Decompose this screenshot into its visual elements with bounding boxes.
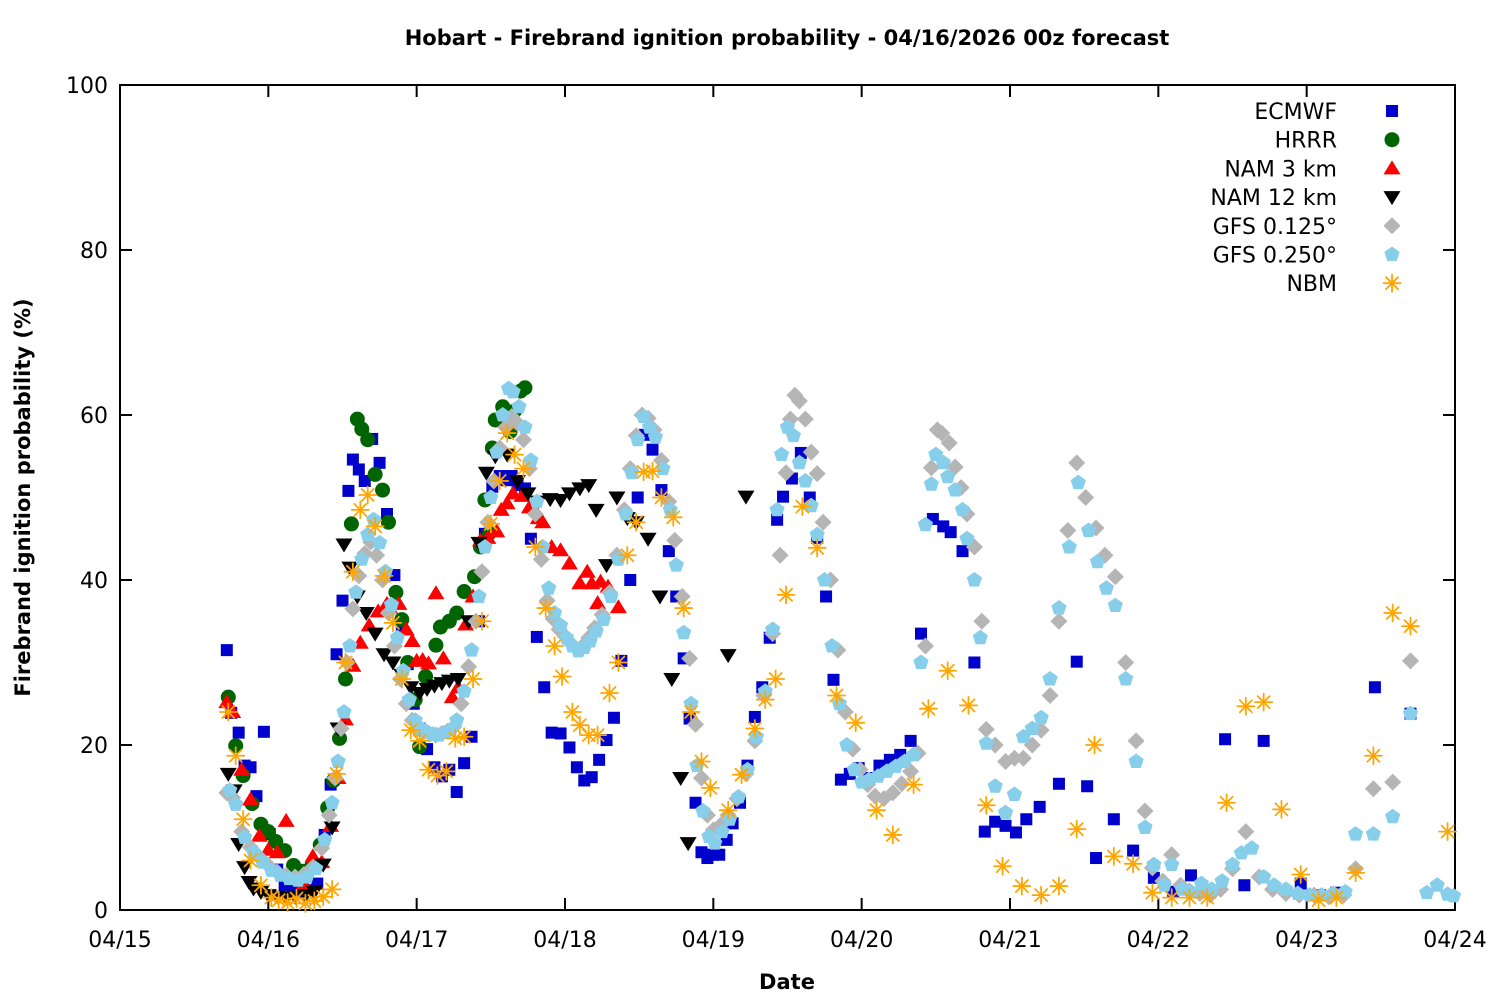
legend-label: NAM 12 km bbox=[1210, 186, 1337, 211]
x-tick-label: 04/19 bbox=[682, 928, 745, 953]
x-tick-label: 04/15 bbox=[88, 928, 151, 953]
legend-label: GFS 0.125° bbox=[1213, 215, 1337, 240]
legend-label: ECMWF bbox=[1254, 100, 1337, 125]
x-tick-label: 04/24 bbox=[1423, 928, 1486, 953]
data-points-layer bbox=[218, 380, 1462, 913]
legend-label: HRRR bbox=[1275, 129, 1337, 154]
legend-label: GFS 0.250° bbox=[1213, 244, 1337, 269]
y-tick-label: 80 bbox=[80, 239, 108, 264]
series-ecmwf-points bbox=[220, 428, 1417, 902]
legend-item-gfs-0-250-: GFS 0.250° bbox=[1213, 244, 1400, 269]
x-tick-label: 04/18 bbox=[533, 928, 596, 953]
legend-item-nam-3-km: NAM 3 km bbox=[1224, 157, 1401, 182]
legend-label: NAM 3 km bbox=[1224, 157, 1337, 182]
legend-item-nam-12-km: NAM 12 km bbox=[1210, 186, 1401, 211]
y-tick-label: 60 bbox=[80, 404, 108, 429]
x-tick-label: 04/17 bbox=[385, 928, 448, 953]
x-tick-label: 04/16 bbox=[237, 928, 300, 953]
y-tick-label: 100 bbox=[66, 74, 108, 99]
legend-label: NBM bbox=[1286, 272, 1337, 297]
x-tick-label: 04/21 bbox=[978, 928, 1041, 953]
legend-item-gfs-0-125-: GFS 0.125° bbox=[1213, 215, 1401, 240]
series-gfs-0-250--points bbox=[222, 380, 1462, 903]
y-tick-label: 40 bbox=[80, 569, 108, 594]
y-axis-label: Firebrand ignition probability (%) bbox=[11, 298, 35, 696]
legend-item-hrrr: HRRR bbox=[1275, 129, 1400, 154]
x-tick-label: 04/22 bbox=[1127, 928, 1190, 953]
legend-item-ecmwf: ECMWF bbox=[1254, 100, 1398, 125]
legend-item-nbm: NBM bbox=[1286, 272, 1402, 297]
y-tick-label: 20 bbox=[80, 734, 108, 759]
chart-title: Hobart - Firebrand ignition probability … bbox=[405, 26, 1170, 50]
y-tick-label: 0 bbox=[94, 899, 108, 924]
legend: ECMWF HRRR NAM 3 km NAM 12 km GFS 0.125° GFS … bbox=[1210, 100, 1402, 297]
series-gfs-0-125--points bbox=[218, 386, 1419, 906]
x-axis-label: Date bbox=[759, 970, 815, 994]
series-nbm-points bbox=[218, 423, 1457, 913]
plot-axes: 04/15 04/16 04/17 04/18 04/19 04/20 04/21 04/22… bbox=[66, 74, 1487, 953]
x-tick-label: 04/20 bbox=[830, 928, 893, 953]
x-tick-label: 04/23 bbox=[1275, 928, 1338, 953]
